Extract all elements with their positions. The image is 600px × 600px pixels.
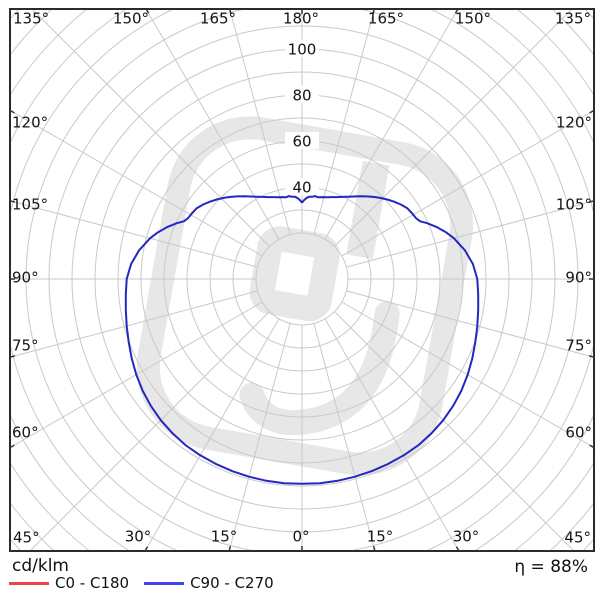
efficiency-label: η = 88%: [514, 557, 588, 577]
polar-chart: 40 60 80 100 135° 150° 165° 180° 165° 150° 135° 12…: [9, 8, 595, 552]
polar-grid: [11, 10, 593, 550]
grid-spoke: [146, 10, 280, 240]
legend-label-c0-c180: C0 - C180: [55, 574, 130, 592]
frame-tick: [9, 109, 15, 114]
grid-spoke: [30, 311, 270, 550]
legend-entry-c0-c180: C0 - C180: [9, 574, 129, 592]
angle-label: 120°: [556, 114, 592, 132]
angle-axis-labels: 135° 150° 165° 180° 165° 150° 135° 120° 120° 105°…: [12, 10, 592, 547]
legend-label-c90-c270: C90 - C270: [190, 574, 274, 592]
legend-line-blue-icon: [144, 581, 185, 585]
frame-tick: [9, 200, 15, 203]
grid-spoke: [334, 311, 574, 550]
angle-label: 165°: [368, 10, 404, 28]
angle-label: 75°: [12, 337, 39, 355]
radial-label: 40: [292, 179, 311, 197]
frame-tick: [589, 109, 595, 114]
legend: C0 - C180 C90 - C270: [9, 574, 274, 592]
frame-tick: [145, 8, 150, 14]
frame-tick: [372, 8, 376, 14]
angle-label: 30°: [125, 528, 152, 546]
frame-tick: [228, 8, 232, 14]
frame-tick: [589, 200, 595, 203]
frame-tick: [9, 444, 15, 449]
grid-spoke: [324, 318, 460, 550]
grid-spoke: [324, 10, 458, 240]
grid-spoke: [334, 10, 572, 247]
frame-tick: [454, 8, 459, 14]
angle-label: 150°: [113, 10, 149, 28]
frame-ticks: [9, 8, 595, 552]
radial-label-halo: [285, 86, 319, 103]
frame-tick: [228, 546, 232, 552]
grid-spoke: [32, 10, 270, 247]
angle-label: 60°: [12, 424, 39, 442]
radial-label: 100: [288, 41, 317, 59]
grid-ring: [11, 10, 593, 550]
angle-label: 120°: [12, 114, 48, 132]
radial-label: 60: [292, 133, 311, 151]
grid-ring: [11, 10, 593, 550]
curve-c90-c270: [124, 195, 480, 485]
angle-label: 105°: [556, 196, 592, 214]
angle-label: 165°: [200, 10, 236, 28]
radial-axis-labels: 40 60 80 100: [285, 40, 319, 197]
angle-label: 135°: [555, 10, 591, 28]
grid-spoke: [346, 200, 593, 268]
angle-label: 30°: [453, 528, 480, 546]
intensity-curves: [124, 195, 480, 485]
frame-tick: [144, 546, 149, 552]
frame-tick: [9, 355, 15, 358]
radial-label-halo: [285, 178, 319, 195]
grid-ring: [11, 10, 593, 550]
grid-spoke: [11, 290, 258, 358]
units-label: cd/klm: [12, 556, 69, 576]
grid-spoke: [144, 318, 280, 550]
grid-spoke: [341, 110, 593, 257]
grid-spoke: [228, 323, 291, 550]
angle-label: 45°: [564, 529, 591, 547]
angle-label: 60°: [565, 424, 592, 442]
angle-label: 75°: [565, 337, 592, 355]
grid-spoke: [313, 323, 376, 550]
angle-label: 15°: [211, 528, 238, 546]
angle-label: 0°: [292, 528, 309, 546]
angle-label: 135°: [13, 10, 49, 28]
frame-tick: [589, 444, 595, 449]
angle-label: 180°: [283, 10, 319, 28]
radial-label-halo: [285, 132, 319, 149]
watermark-logo-icon: [136, 116, 474, 476]
grid-spoke: [346, 290, 593, 358]
grid-ring: [11, 10, 593, 550]
legend-line-red-icon: [9, 581, 49, 585]
frame-tick: [455, 546, 460, 552]
radial-label-halo: [285, 40, 319, 57]
angle-label: 45°: [13, 529, 40, 547]
angle-label: 15°: [367, 528, 394, 546]
frame-tick: [589, 355, 595, 358]
angle-label: 105°: [12, 196, 48, 214]
radial-label: 80: [292, 87, 311, 105]
angle-label: 150°: [455, 10, 491, 28]
frame-tick: [372, 546, 376, 552]
grid-spoke: [11, 200, 258, 268]
angle-label: 90°: [12, 269, 39, 287]
grid-spoke: [11, 110, 263, 257]
angle-label: 90°: [565, 269, 592, 287]
legend-entry-c90-c270: C90 - C270: [144, 574, 274, 592]
